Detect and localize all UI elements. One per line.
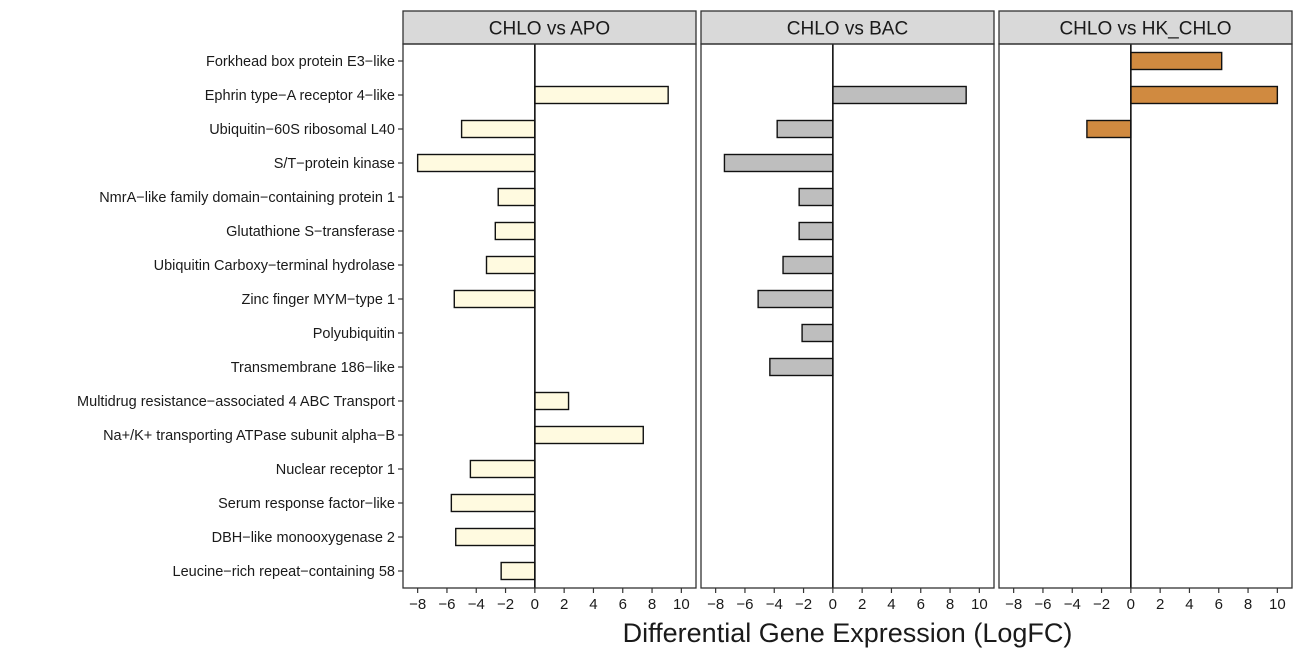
bar	[534, 425, 644, 445]
x-tick-label: 2	[1156, 596, 1164, 613]
category-label: Na+/K+ transporting ATPase subunit alpha…	[103, 428, 395, 444]
x-tick-label: −4	[766, 596, 783, 613]
bar	[1130, 51, 1223, 71]
category-label: Forkhead box protein E3−like	[206, 54, 395, 70]
category-label: Ephrin type−A receptor 4−like	[205, 88, 395, 104]
x-tick-label: 8	[946, 596, 954, 613]
bar	[453, 289, 536, 309]
facet-title: CHLO vs HK_CHLO	[1059, 19, 1231, 40]
bar	[782, 255, 834, 275]
x-tick-label: −4	[468, 596, 485, 613]
x-tick-label: 10	[971, 596, 988, 613]
bar	[798, 221, 834, 241]
x-tick-label: −8	[707, 596, 724, 613]
facet-strip	[998, 10, 1293, 45]
facet-strip	[700, 10, 995, 45]
x-tick-label: 2	[560, 596, 568, 613]
bar	[534, 391, 570, 411]
bar	[497, 187, 536, 207]
bar	[1130, 85, 1279, 105]
x-tick-label: −2	[1093, 596, 1110, 613]
x-tick-label: 4	[887, 596, 895, 613]
bar	[455, 527, 536, 547]
x-axis-title: Differential Gene Expression (LogFC)	[623, 618, 1073, 648]
x-tick-label: 8	[1244, 596, 1252, 613]
x-tick-label: −6	[1034, 596, 1051, 613]
x-tick-label: 6	[1215, 596, 1223, 613]
x-tick-label: −6	[438, 596, 455, 613]
x-tick-label: 6	[619, 596, 627, 613]
bar	[801, 323, 834, 343]
x-tick-label: −8	[409, 596, 426, 613]
x-tick-label: 0	[1127, 596, 1135, 613]
bar	[469, 459, 536, 479]
x-tick-label: −8	[1005, 596, 1022, 613]
x-tick-label: 0	[531, 596, 539, 613]
bar	[832, 85, 967, 105]
x-tick-label: 10	[673, 596, 690, 613]
bar	[450, 493, 536, 513]
category-label: Ubiquitin−60S ribosomal L40	[209, 122, 395, 138]
bar	[769, 357, 834, 377]
bar	[1086, 119, 1132, 139]
category-label: Serum response factor−like	[218, 496, 395, 512]
category-label: Zinc finger MYM−type 1	[241, 292, 395, 308]
x-tick-label: 8	[648, 596, 656, 613]
bar	[776, 119, 834, 139]
category-label: Multidrug resistance−associated 4 ABC Tr…	[77, 394, 395, 410]
category-label: Nuclear receptor 1	[276, 462, 395, 478]
category-label: Transmembrane 186−like	[231, 360, 395, 376]
bar	[798, 187, 834, 207]
bar	[485, 255, 536, 275]
x-tick-label: 2	[858, 596, 866, 613]
category-label: Leucine−rich repeat−containing 58	[173, 564, 396, 580]
facet-title: CHLO vs APO	[489, 19, 610, 40]
x-tick-label: 4	[589, 596, 597, 613]
x-tick-label: 4	[1185, 596, 1193, 613]
bar	[534, 85, 669, 105]
x-tick-label: −2	[795, 596, 812, 613]
bar	[460, 119, 536, 139]
bar	[757, 289, 834, 309]
panel-border	[402, 43, 697, 589]
category-label: Polyubiquitin	[313, 326, 395, 342]
category-label: S/T−protein kinase	[274, 156, 395, 172]
x-tick-label: −2	[497, 596, 514, 613]
x-tick-label: −6	[736, 596, 753, 613]
bar	[494, 221, 536, 241]
x-tick-label: 6	[917, 596, 925, 613]
bar	[500, 561, 536, 581]
x-tick-label: −4	[1064, 596, 1081, 613]
category-label: NmrA−like family domain−containing prote…	[99, 190, 395, 206]
facet-title: CHLO vs BAC	[787, 19, 908, 40]
bar	[723, 153, 834, 173]
bar	[416, 153, 536, 173]
panel-border	[700, 43, 995, 589]
x-tick-label: 0	[829, 596, 837, 613]
panel-border	[998, 43, 1293, 589]
category-label: Ubiquitin Carboxy−terminal hydrolase	[154, 258, 395, 274]
x-tick-label: 10	[1269, 596, 1286, 613]
category-label: DBH−like monooxygenase 2	[212, 530, 395, 546]
category-label: Glutathione S−transferase	[226, 224, 395, 240]
